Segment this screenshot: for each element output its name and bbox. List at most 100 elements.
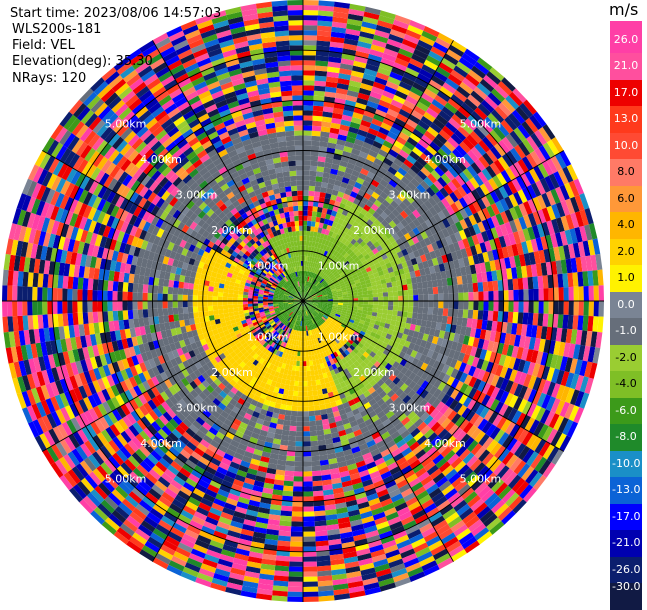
radar-gate — [303, 156, 311, 161]
radar-gate — [488, 311, 494, 321]
radar-gate — [280, 440, 288, 446]
radar-gate — [488, 291, 493, 301]
radar-gate — [513, 312, 519, 324]
radar-gate — [303, 40, 317, 45]
radar-gate — [418, 307, 423, 314]
radar-gate — [508, 290, 513, 301]
radar-gate — [281, 435, 289, 441]
radar-gate — [388, 301, 393, 306]
radar-gate — [316, 56, 329, 62]
radar-gate — [280, 516, 292, 522]
radar-gate — [303, 471, 312, 476]
radar-gate — [463, 284, 469, 293]
radar-gate — [564, 287, 569, 301]
radar-gate — [392, 310, 398, 316]
radar-gate — [303, 552, 316, 557]
radar-gate — [313, 486, 323, 492]
radar-gate — [483, 311, 489, 321]
radar-gate — [378, 297, 383, 301]
radar-gate — [312, 476, 322, 482]
radar-gate — [313, 481, 323, 487]
radar-gate — [584, 301, 590, 316]
radar-gate — [303, 521, 315, 526]
radar-gate — [303, 557, 317, 562]
radar-gate — [539, 301, 544, 314]
radar-gate — [427, 314, 433, 321]
radar-gate — [403, 301, 408, 307]
radar-gate — [513, 279, 519, 291]
radar-gate — [423, 301, 428, 308]
radar-gate — [309, 411, 315, 416]
radar-gate — [315, 186, 322, 192]
radar-gate — [437, 315, 443, 323]
radar-gate — [289, 426, 296, 432]
radar-gate — [287, 597, 303, 602]
radar-gate — [408, 290, 413, 296]
radar-gate — [579, 286, 584, 301]
radar-gate — [473, 301, 478, 310]
radar-gate — [309, 176, 316, 182]
radar-gate — [554, 301, 559, 314]
radar-gate — [303, 421, 310, 426]
radar-gate — [308, 396, 314, 401]
radar-gate — [312, 390, 318, 396]
radar-gate — [293, 491, 303, 496]
radar-gate — [564, 301, 569, 315]
radar-gate — [303, 391, 308, 396]
radar-gate — [315, 526, 327, 532]
radar-gate — [478, 292, 483, 302]
radar-gate — [279, 526, 291, 532]
radar-gate — [559, 287, 564, 301]
radar-gate — [277, 541, 290, 547]
radar-gate — [433, 301, 438, 308]
radar-gate — [518, 278, 524, 290]
radar-gate — [294, 386, 299, 391]
radar-gate — [303, 216, 308, 221]
radar-gate — [403, 290, 408, 296]
radar-gate — [298, 386, 303, 391]
radar-gate — [533, 313, 539, 326]
radar-gate — [303, 211, 308, 216]
radar-gate — [315, 415, 322, 421]
radar-gate — [290, 547, 303, 552]
radar-gate — [372, 289, 377, 294]
radar-gate — [312, 131, 321, 137]
radar-gate — [316, 176, 323, 182]
radar-gate — [303, 186, 309, 191]
radar-gate — [303, 141, 311, 146]
radar-gate — [388, 306, 393, 311]
radar-gate — [442, 278, 448, 286]
radar-gate — [503, 301, 508, 312]
radar-gate — [413, 289, 418, 295]
radar-gate — [303, 201, 308, 206]
radar-gate — [378, 305, 383, 310]
radar-gate — [317, 166, 325, 172]
radar-gate — [428, 287, 434, 294]
radar-gate — [312, 385, 317, 391]
radar-gate — [310, 436, 318, 442]
radar-gate — [303, 587, 318, 592]
radar-gate — [312, 126, 322, 132]
radar-gate — [538, 276, 544, 289]
radar-gate — [303, 496, 314, 501]
radar-gate — [303, 371, 307, 376]
radar-gate — [303, 361, 306, 366]
radar-gate — [378, 301, 383, 305]
radar-gate — [306, 361, 310, 366]
radar-gate — [314, 86, 326, 92]
radar-gate — [423, 288, 429, 295]
radar-gate — [303, 416, 309, 421]
radar-gate — [295, 371, 299, 376]
radar-gate — [303, 75, 315, 80]
radar-gate — [290, 552, 303, 557]
radar-gate — [599, 285, 604, 301]
radar-gate — [303, 466, 312, 471]
radar-gate — [574, 301, 579, 315]
radar-gate — [295, 376, 300, 381]
radar-gate — [363, 304, 368, 308]
radar-gate — [438, 286, 444, 294]
radar-gate — [294, 471, 303, 476]
radar-gate — [458, 301, 463, 309]
radar-gate — [318, 156, 326, 162]
radar-gate — [377, 288, 383, 293]
